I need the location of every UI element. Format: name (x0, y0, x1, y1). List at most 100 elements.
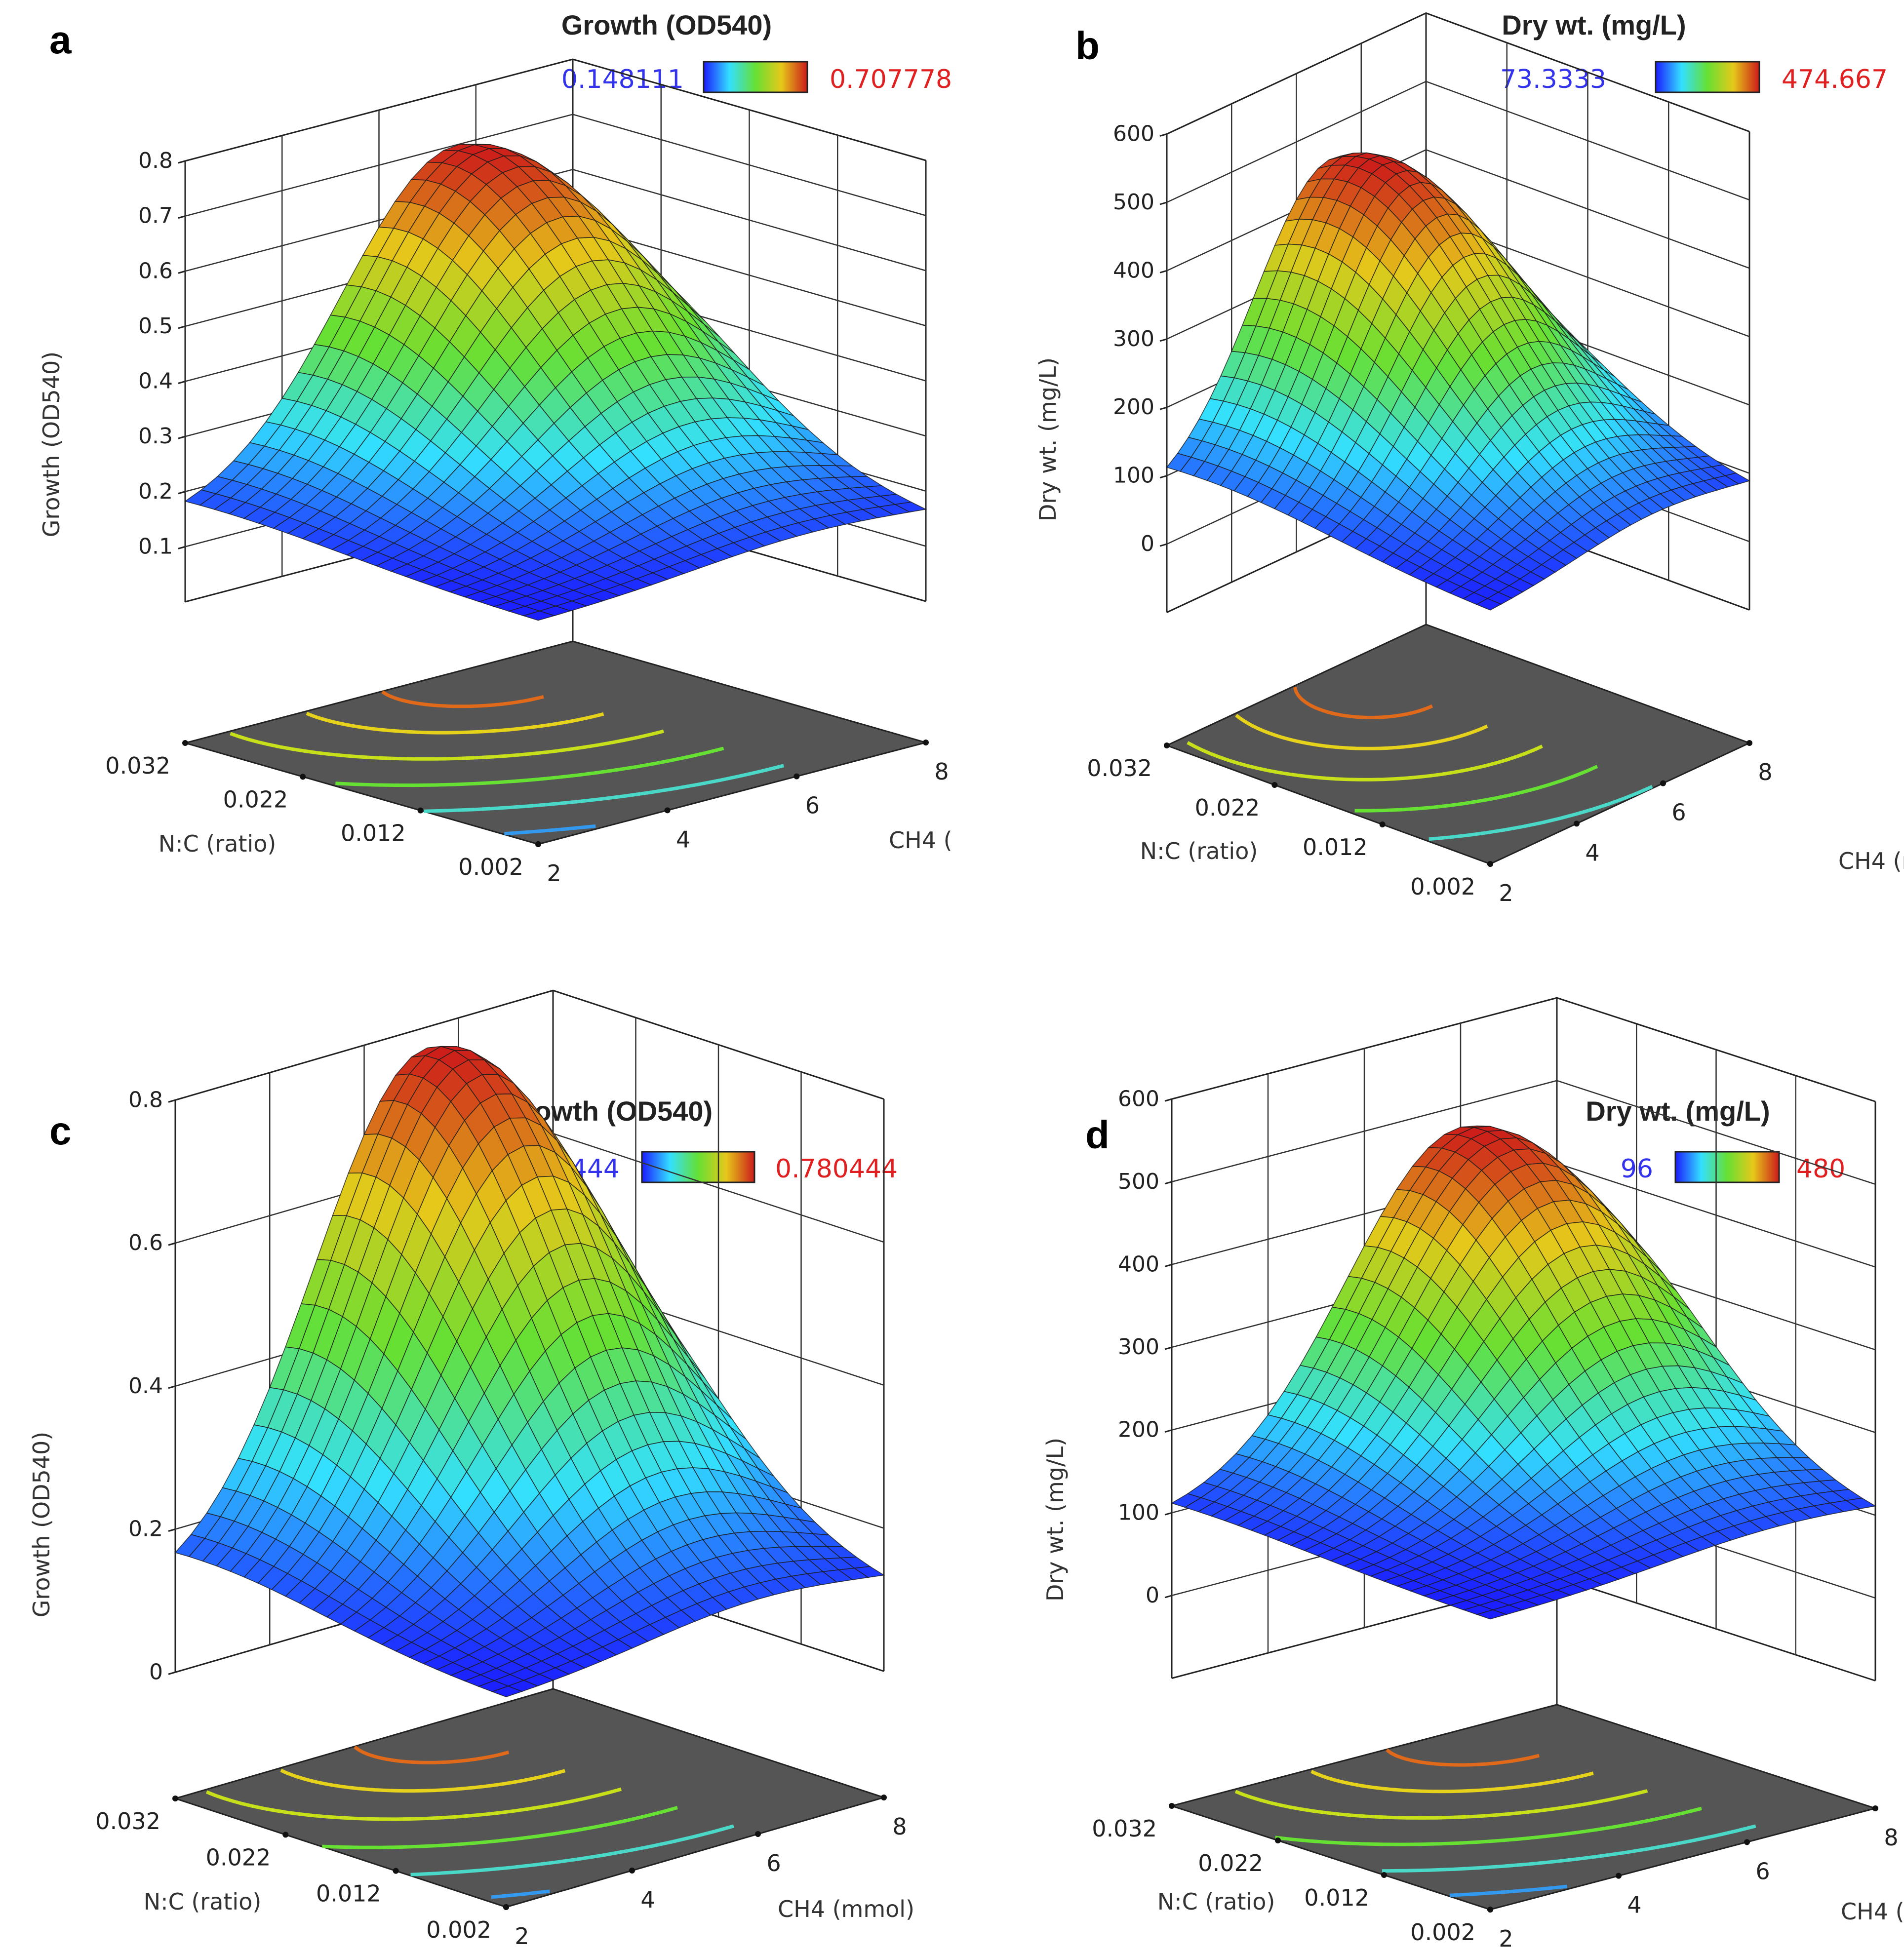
z-gridline (1171, 1080, 1876, 1185)
y-tick-mark (1487, 1907, 1493, 1913)
z-tick-label: 0.5 (138, 313, 173, 339)
surface-cell (491, 1685, 523, 1697)
surface-cell (522, 610, 556, 621)
x-tick-label: 4 (676, 826, 690, 853)
z-tick-label: 200 (1118, 1417, 1159, 1443)
y-tick-label: 0.032 (105, 752, 170, 779)
z-gridline (175, 989, 884, 1101)
y-tick-mark (1381, 1872, 1387, 1878)
colorbar: 0.148111 0.707778 (561, 61, 952, 94)
colorbar-gradient (1655, 61, 1760, 93)
y-axis-label: N:C (ratio) (1157, 1888, 1275, 1915)
z-tick-mark (178, 435, 186, 439)
colorbar-gradient (641, 1151, 755, 1183)
y-tick-mark (282, 1832, 289, 1838)
y-tick-mark (172, 1796, 178, 1801)
z-tick-mark (178, 491, 186, 495)
y-tick-mark (182, 740, 188, 746)
contour-line (205, 1787, 622, 1821)
z-tick-mark (1164, 1346, 1172, 1350)
z-tick-label: 0.4 (128, 1373, 163, 1399)
z-tick-label: 0.8 (128, 1087, 163, 1112)
z-tick-mark (178, 381, 186, 384)
colorbar-min: 0.148111 (561, 65, 684, 94)
x-axis-label: CH4 (mmol) (889, 827, 952, 854)
x-tick-mark (755, 1831, 761, 1837)
z-tick-mark (1164, 1512, 1172, 1516)
contour-line (306, 711, 604, 735)
z-axis-label: Dry wt. (mg/L) (1034, 357, 1061, 521)
x-tick-label: 4 (1585, 839, 1599, 866)
x-tick-label: 6 (1671, 799, 1686, 826)
x-tick-label: 2 (1499, 880, 1513, 906)
z-tick-mark (178, 270, 186, 274)
response-surface (1166, 152, 1751, 611)
plot-area: 0 100 200 300 400 500 600 2 4 6 8 0.002 0.012 0.022 0.… (1087, 12, 1773, 906)
z-tick-mark (168, 1671, 176, 1675)
panel-label: a (49, 18, 72, 62)
panel-a: a Growth (OD540) 0.148111 0.707778 0.1 0.… (0, 0, 952, 976)
x-tick-mark (664, 807, 671, 814)
x-tick-label: 2 (1499, 1925, 1513, 1952)
z-tick-mark (168, 1242, 176, 1246)
y-tick-label: 0.002 (1410, 1919, 1475, 1946)
y-tick-label: 0.022 (223, 786, 288, 813)
box-top-edge (185, 58, 926, 162)
x-tick-label: 2 (515, 1923, 529, 1950)
y-tick-label: 0.012 (1303, 834, 1368, 860)
floor-axes: 2 4 6 8 0.002 0.012 0.022 0.032 (1087, 740, 1773, 906)
z-tick-mark (1159, 338, 1167, 342)
contour-line (1382, 1824, 1756, 1873)
x-tick-mark (1746, 740, 1752, 746)
y-tick-label: 0.022 (1195, 794, 1260, 821)
z-tick-mark (1164, 1098, 1172, 1102)
z-tick-mark (1159, 543, 1167, 547)
surface-cell (1475, 598, 1502, 611)
colorbar-gradient (703, 61, 808, 93)
y-tick-mark (1379, 821, 1386, 827)
panel-label: d (1085, 1113, 1110, 1157)
x-tick-label: 4 (640, 1886, 655, 1913)
x-tick-label: 2 (547, 860, 561, 887)
x-tick-mark (793, 773, 800, 780)
x-axis-label: CH4 (mmol) (1841, 1898, 1904, 1925)
z-gridline (185, 114, 926, 217)
y-tick-label: 0.002 (426, 1916, 491, 1943)
chart-title: Dry wt. (mg/L) (1586, 1095, 1770, 1127)
chart-title: Growth (OD540) (561, 9, 772, 40)
x-tick-label: 8 (1884, 1824, 1898, 1851)
contour-line (230, 729, 664, 761)
z-axis-label: Dry wt. (mg/L) (1042, 1438, 1069, 1601)
box-top-edge (175, 989, 884, 1101)
contour-line (1354, 765, 1598, 813)
plot-area: 0 100 200 300 400 500 600 2 4 6 8 0.002 0.012 0.022 0.… (1092, 997, 1899, 1952)
z-tick-mark (1164, 1595, 1172, 1599)
panel-d: d Dry wt. (mg/L) 96 480 0 100 200 300 400 500… (952, 976, 1904, 1953)
x-axis-label: CH4 (mmol) (1838, 848, 1904, 874)
contour-line (423, 764, 784, 813)
z-tick-mark (1159, 201, 1167, 205)
chart-a-svg: a Growth (OD540) 0.148111 0.707778 0.1 0.… (38, 9, 952, 887)
x-tick-mark (881, 1795, 887, 1800)
colorbar-max: 474.667 (1782, 65, 1888, 94)
contour-line (1234, 1789, 1648, 1820)
y-tick-mark (503, 1904, 509, 1910)
x-tick-label: 6 (766, 1850, 781, 1876)
z-gridline (1166, 80, 1750, 203)
y-tick-label: 0.012 (1304, 1884, 1369, 1911)
z-tick-mark (168, 1385, 176, 1389)
z-tick-label: 0.6 (138, 258, 173, 283)
z-tick-label: 0.1 (138, 534, 173, 559)
x-tick-mark (629, 1868, 635, 1874)
colorbar: 73.3333 474.667 (1500, 61, 1888, 94)
z-tick-label: 0.2 (138, 479, 173, 504)
contour-line (322, 1806, 678, 1849)
colorbar-max: 0.780444 (775, 1154, 898, 1184)
response-surface (1171, 1125, 1877, 1620)
z-tick-label: 300 (1113, 326, 1154, 352)
z-tick-mark (1159, 406, 1167, 410)
panel-c: c Growth (OD540) 0.114444 0.780444 00.20… (0, 976, 952, 1953)
x-tick-label: 6 (805, 792, 820, 819)
y-tick-label: 0.002 (458, 854, 523, 880)
z-tick-mark (1159, 133, 1167, 137)
